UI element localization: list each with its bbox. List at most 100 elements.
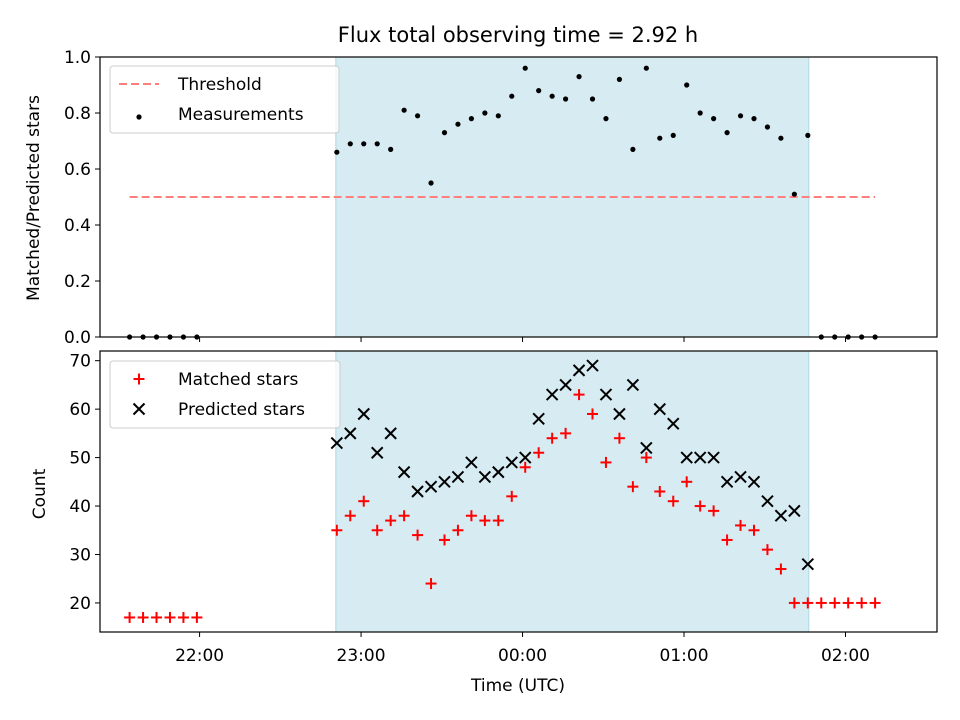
matched-star-point [385,515,397,527]
measurement-point [414,113,421,119]
predicted-marker-b [370,446,384,459]
measurement-point [791,191,797,197]
predicted-star-point [370,446,384,459]
predicted-marker-b [572,364,586,377]
measurement-point [643,65,649,71]
predicted-marker-b [693,451,707,464]
matched-star-point [708,505,720,517]
predicted-star-point [586,359,599,372]
predicted-star-point [761,494,774,508]
measurement-point [778,135,784,141]
matched-star-point [191,611,203,623]
y-tick-label: 0.0 [64,328,91,348]
y-tick-label: 60 [69,400,91,420]
predicted-marker-b [344,427,357,440]
predicted-star-point [492,465,505,479]
predicted-star-point [559,378,572,392]
measurement-point [455,121,461,127]
measurement-point [388,146,394,152]
x-tick-label: 02:00 [821,646,870,666]
predicted-star-point [747,475,761,489]
matched-star-point [137,611,149,623]
matched-star-point [681,476,693,488]
matched-star-point [164,611,176,623]
predicted-marker-b [586,359,599,372]
predicted-star-point [545,388,559,401]
y-tick-label: 1.0 [64,48,91,68]
measurement-point [576,74,582,80]
measurement-point [536,88,542,94]
matched-star-point [869,597,881,609]
axes-frame [99,56,938,338]
matched-star-point [358,495,370,507]
matched-star-point [412,529,424,541]
measurement-point [509,93,515,99]
predicted-marker-b [411,485,424,498]
predicted-marker-b [451,470,465,484]
matched-star-point [761,544,773,556]
matched-star-point [775,563,787,575]
matched-star-point [667,495,679,507]
x-tick-label: 23:00 [337,646,386,666]
predicted-marker-b [680,451,693,464]
measurement-point [737,113,744,119]
matched-star-point [438,534,450,546]
chart-title: Flux total observing time = 2.92 h [338,23,698,47]
predicted-star-point [532,412,545,426]
measurement-point [549,93,555,99]
matched-star-point [856,597,868,609]
predicted-star-point [438,475,451,489]
matched-star-point [788,597,800,609]
matched-star-point [560,427,572,439]
legend: Threshold Measurements [109,65,340,134]
predicted-star-point [720,475,734,489]
legend-label: Matched stars [178,370,298,390]
legend-measurement-swatch [136,114,142,120]
matched-star-point [533,447,545,459]
measurement-point [697,110,703,116]
predicted-star-point [653,402,667,416]
predicted-marker-b [492,465,505,479]
measurement-point [347,141,353,147]
measurement-point [401,107,407,113]
matched-star-point [842,597,854,609]
predicted-marker-b [478,470,492,484]
observing-window-span [335,351,809,632]
y-tick-label: 30 [69,545,91,565]
predicted-star-point [451,470,465,484]
matched-star-point [600,456,612,468]
predicted-marker-b [330,436,344,450]
matched-star-point [654,486,666,497]
predicted-marker-b [707,451,720,464]
predicted-marker-b [653,402,667,416]
matched-star-point [748,524,760,536]
matched-star-point [613,432,625,444]
predicted-star-point [478,470,492,484]
matched-star-point [546,432,558,444]
predicted-star-point [411,485,424,498]
matched-star-point [151,611,163,623]
matched-star-point [492,515,504,527]
bottom-y-axis-label: Count [30,468,50,519]
axes-frame [99,350,938,633]
matched-star-point [721,534,733,546]
y-tick-label: 20 [69,594,91,614]
predicted-marker-b [397,465,411,479]
matched-star-point [479,515,491,527]
predicted-star-point [707,451,720,464]
y-tick-label: 0.8 [64,104,91,124]
x-tick-label: 01:00 [660,646,709,666]
y-tick-label: 0.6 [64,160,91,180]
matched-star-point [398,510,410,522]
x-tick-label: 22:00 [175,646,224,666]
predicted-marker-b [801,557,815,571]
legend-label: Threshold [177,75,262,95]
predicted-star-point [505,456,518,469]
y-tick-label: 0.2 [64,272,91,292]
matched-star-point [640,452,652,464]
matched-star-point [465,510,477,522]
measurement-point [361,141,367,147]
matched-star-point [815,597,827,609]
matched-star-point [331,524,343,536]
measurement-point [711,116,717,122]
